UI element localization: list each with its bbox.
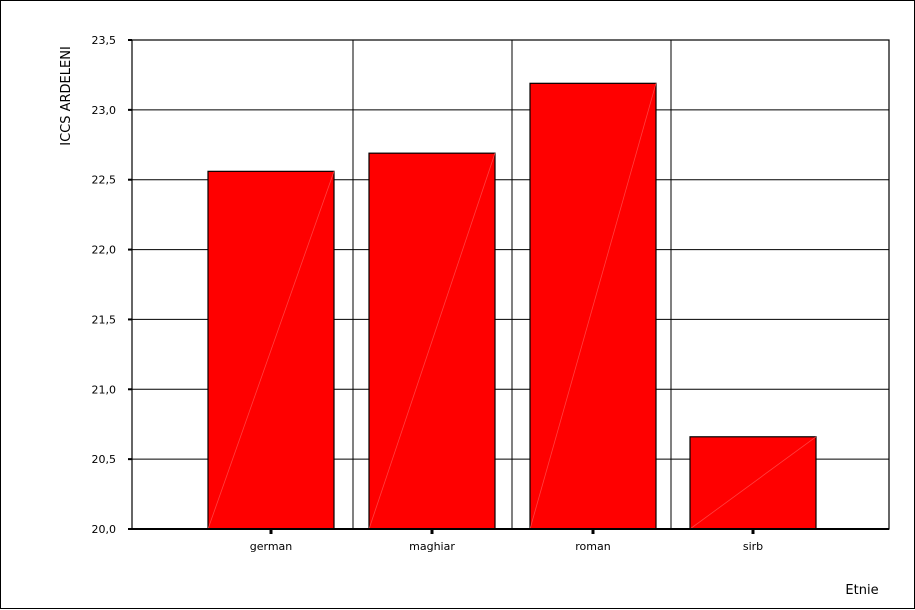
bar-shade-line: [689, 436, 817, 530]
x-axis-title: Etnie: [845, 583, 878, 598]
y-tick-label: 20,0: [92, 523, 117, 536]
bar-shade-line: [529, 83, 657, 530]
y-tick-label: 21,0: [92, 383, 117, 396]
y-tick-label: 22,5: [92, 174, 117, 187]
x-tick-label-sirb: sirb: [743, 540, 763, 553]
x-tick-label-maghiar: maghiar: [409, 540, 455, 553]
y-tick-label: 20,5: [92, 453, 117, 466]
x-tick-label-roman: roman: [575, 540, 610, 553]
axes-layer: [128, 39, 890, 534]
y-tick-label: 21,5: [92, 313, 117, 326]
y-tick-label: 23,5: [92, 34, 117, 47]
y-tick-label: 22,0: [92, 244, 117, 257]
y-tick-label: 23,0: [92, 104, 117, 117]
y-axis-title: ICCS ARDELENI: [59, 46, 74, 146]
bar-shade-line: [207, 171, 335, 530]
x-tick-label-german: german: [250, 540, 293, 553]
labels-layer: 20,0 20,5 21,0 21,5 22,0 22,5 23,0 23,5 german ma…: [92, 34, 764, 553]
bar-shade-line: [368, 153, 496, 530]
bars-layer: [207, 82, 817, 530]
